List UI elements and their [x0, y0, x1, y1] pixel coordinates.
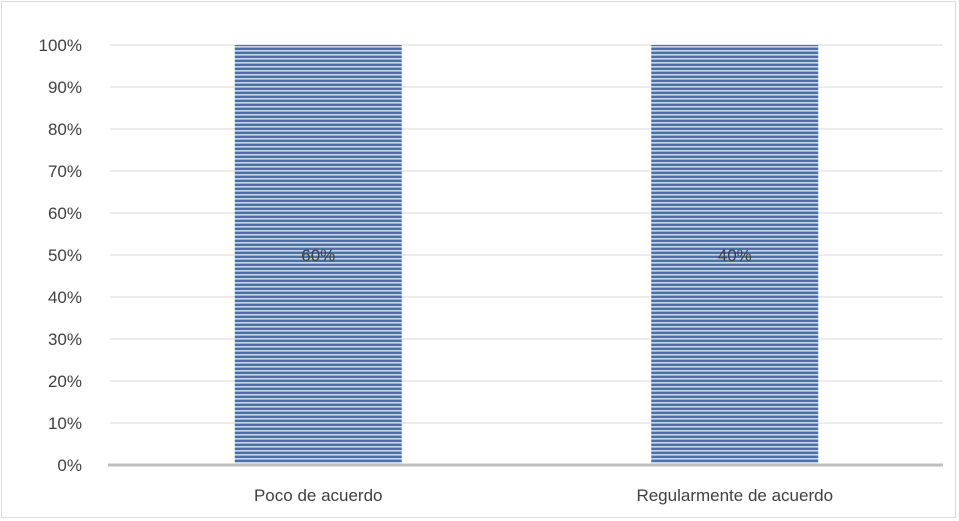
y-tick-label: 0%: [57, 456, 82, 475]
x-tick-label: Regularmente de acuerdo: [636, 486, 833, 505]
y-tick-label: 60%: [48, 204, 82, 223]
y-tick-label: 70%: [48, 162, 82, 181]
y-tick-label: 50%: [48, 246, 82, 265]
bar: [651, 45, 819, 465]
y-tick-label: 30%: [48, 330, 82, 349]
y-tick-label: 80%: [48, 120, 82, 139]
y-tick-label: 100%: [39, 36, 82, 55]
x-tick-label: Poco de acuerdo: [254, 486, 383, 505]
bars: [234, 45, 819, 465]
y-tick-label: 90%: [48, 78, 82, 97]
y-tick-label: 20%: [48, 372, 82, 391]
labels: 0% 10% 20% 30% 40% 50% 60% 70% 80% 90% 100% 60% Poco…: [39, 36, 834, 505]
data-label: 40%: [718, 246, 752, 265]
y-tick-label: 10%: [48, 414, 82, 433]
bar: [234, 45, 402, 465]
data-label: 60%: [301, 246, 335, 265]
y-tick-label: 40%: [48, 288, 82, 307]
